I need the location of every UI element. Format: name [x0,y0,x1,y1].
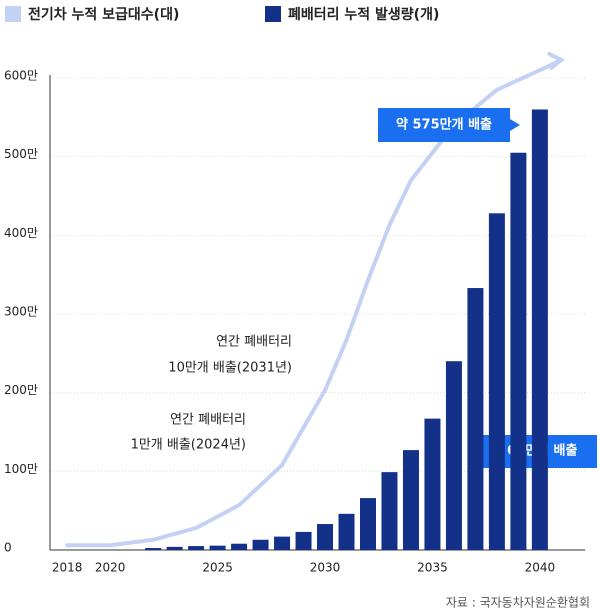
bar [295,531,312,550]
x-tick-label: 2040 [525,561,556,575]
bar [145,548,162,550]
bar [510,152,527,550]
bar [166,546,183,550]
legend-label: 폐배터리 누적 발생량(개) [288,6,439,23]
annotation: 연간 폐배터리 [170,413,246,428]
bar [252,539,269,550]
callout-text: 약 575만개 배출 [396,117,492,133]
annotation: 10만개 배출(2031년) [168,361,292,376]
arrow-head [547,51,566,70]
y-tick-label: 500만 [4,147,38,161]
bar [467,288,484,550]
bar [188,546,205,550]
bar [209,545,226,550]
x-tick-label: 2025 [202,561,233,575]
annotation: 1만개 배출(2024년) [131,438,246,453]
bar [531,109,548,550]
bar [402,450,419,550]
x-tick-label: 2018 [52,561,83,575]
source: 자료 : 국자동차자원순환협회 [446,596,590,610]
bar [381,472,398,550]
y-tick-label: 600만 [4,69,38,83]
x-tick-label: 2020 [95,561,126,575]
legend-label: 전기차 누적 보급대수(대) [28,6,179,23]
y-tick-label: 200만 [4,383,38,397]
legend-swatch [5,6,21,22]
callout-box [378,108,520,142]
bar [445,361,462,550]
curve [65,57,564,548]
annotation: 연간 폐배터리 [216,335,292,350]
bar [317,524,334,550]
bar [424,418,441,550]
legend-swatch [265,6,281,22]
bar [274,536,291,550]
y-tick-label: 0 [4,541,12,555]
bar [338,513,355,550]
y-tick-label: 300만 [4,305,38,319]
bar [359,498,376,550]
y-tick-label: 400만 [4,226,38,240]
y-tick-label: 100만 [4,462,38,476]
bar [231,543,248,550]
x-tick-label: 2030 [310,561,341,575]
bar [488,213,505,550]
x-tick-label: 2035 [417,561,448,575]
